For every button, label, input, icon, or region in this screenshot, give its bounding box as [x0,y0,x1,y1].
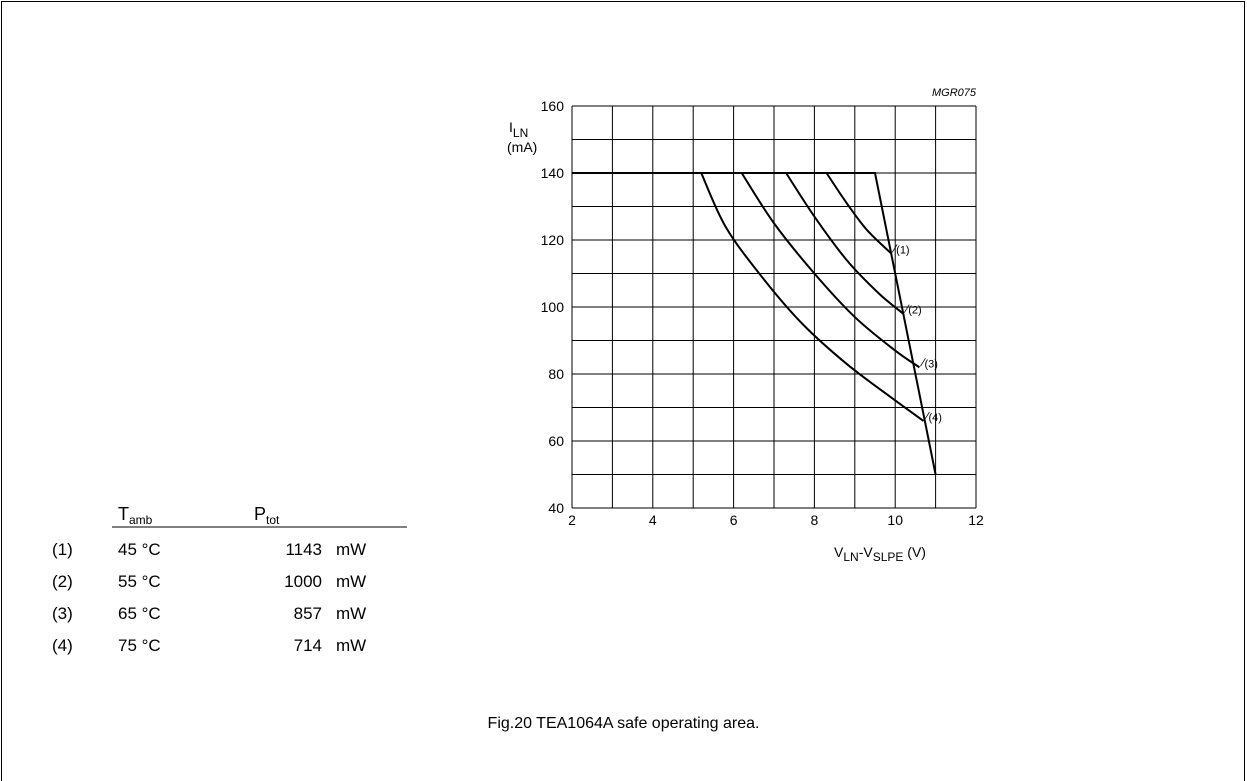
legend-rows: (1) 45 °C 1143 mW (2) 55 °C 1000 mW (3) 65 °C 857 m… [52,540,366,655]
x-tick-label: 2 [568,512,576,528]
limit-boundary-line [572,172,937,475]
legend-row-id: (4) [52,636,73,655]
figure-caption: Fig.20 TEA1064A safe operating area. [487,715,760,732]
x-tick-label: 10 [887,512,903,528]
legend-row-power: 857 [294,604,322,623]
series-label-3: (3) [924,358,937,370]
y-tick-label: 140 [541,165,565,181]
series-label-leader [891,244,898,253]
y-tick-label: 80 [548,366,564,382]
series-label-4: (4) [928,412,941,424]
series-label-leader [920,358,926,367]
legend-row-unit: mW [336,572,366,591]
legend-row-temp: 75 °C [118,636,161,655]
y-tick-label: 120 [541,232,565,248]
series-label-leader [903,304,910,313]
series-label-leader [924,411,930,421]
series-line-1 [825,172,892,255]
legend-row-power: 1000 [284,572,322,591]
x-tick-label: 12 [968,512,984,528]
legend-table: Tamb Ptot (1) 45 °C 1143 mW (2) 55 °C 1000 mW (3… [52,504,407,655]
legend-row-temp: 45 °C [118,540,161,559]
legend-row-temp: 65 °C [118,604,161,623]
y-tick-label: 40 [548,500,564,516]
y-tick-label: 60 [548,433,564,449]
legend-row-id: (3) [52,604,73,623]
x-axis-title: VLN-VSLPE (V) [834,544,926,564]
legend-row-power: 714 [294,636,322,655]
series-label-1: (1) [896,244,909,256]
x-tick-label: 8 [811,512,819,528]
legend-head-tamb: Tamb [118,504,153,527]
series-label-2: (2) [908,305,921,317]
chart-marks [572,172,937,475]
y-tick-label: 100 [541,299,565,315]
legend-row-temp: 55 °C [118,572,161,591]
legend-head-ptot: Ptot [254,504,280,527]
series-line-3 [740,172,921,369]
legend-row-power: 1143 [285,540,322,559]
legend-row-unit: mW [336,604,366,623]
figure-code: MGR075 [932,87,977,99]
series-line-4 [700,172,925,422]
x-tick-label: 4 [649,512,657,528]
chart-labels: 40 60 80 100 120 140 160 2 4 6 8 10 12 (1) (2) (3) (4) [541,98,984,528]
y-axis-unit: (mA) [507,139,537,155]
legend-row-id: (1) [52,540,73,559]
legend-row-unit: mW [336,636,366,655]
series-line-2 [785,172,904,315]
legend-row-unit: mW [336,540,366,559]
legend-row-id: (2) [52,572,73,591]
y-tick-label: 160 [541,98,565,114]
y-axis-title: ILN [509,119,528,140]
soa-chart: 40 60 80 100 120 140 160 2 4 6 8 10 12 (1) (2) (3) (4) M… [52,87,984,655]
x-tick-label: 6 [730,512,738,528]
